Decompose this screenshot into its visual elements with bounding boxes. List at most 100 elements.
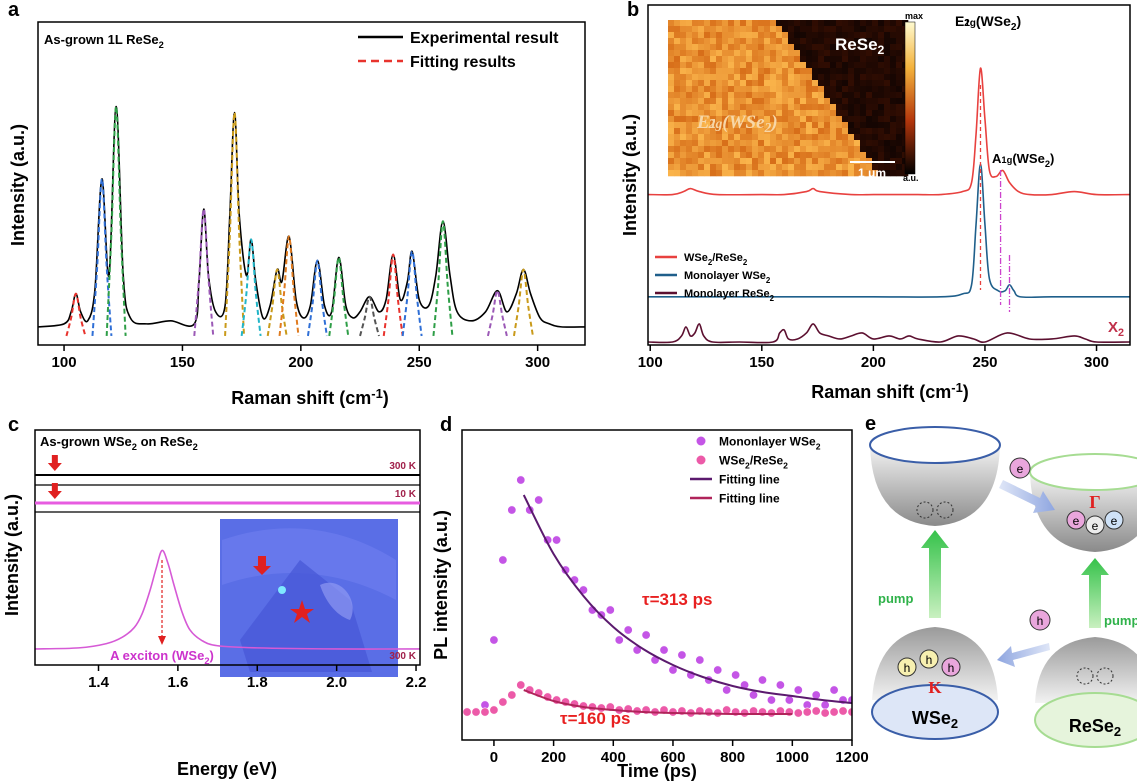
legend-label: Monolayer WSe2 (684, 270, 771, 285)
map-cell (758, 116, 765, 123)
map-cell (860, 170, 867, 177)
text-part: max (905, 11, 923, 21)
map-cell (758, 32, 765, 39)
map-cell (674, 104, 681, 111)
map-cell (890, 128, 897, 135)
map-cell (806, 26, 813, 33)
map-cell (794, 98, 801, 105)
map-cell (836, 152, 843, 159)
map-cell (854, 62, 861, 69)
map-cell (884, 104, 891, 111)
map-cell (758, 98, 765, 105)
map-cell (884, 38, 891, 45)
map-cell (674, 158, 681, 165)
map-cell (764, 80, 771, 87)
map-cell (830, 44, 837, 51)
map-cell (812, 20, 819, 27)
map-cell (842, 122, 849, 129)
hole-label: h (926, 653, 933, 667)
map-cell (752, 32, 759, 39)
map-cell (734, 104, 741, 111)
map-cell (824, 128, 831, 135)
map-cell (860, 68, 867, 75)
map-cell (800, 26, 807, 33)
map-cell (836, 50, 843, 57)
annotation: τ=160 ps (560, 709, 630, 728)
text-part: (WSe (976, 13, 1011, 29)
map-cell (806, 50, 813, 57)
map-cell (764, 152, 771, 159)
map-cell (860, 128, 867, 135)
map-cell (866, 86, 873, 93)
map-cell (776, 26, 783, 33)
map-cell (686, 50, 693, 57)
map-cell (866, 104, 873, 111)
map-cell (842, 98, 849, 105)
map-cell (782, 158, 789, 165)
map-cell (782, 122, 789, 129)
map-cell (704, 74, 711, 81)
trace-arrow (47, 455, 62, 471)
map-cell (890, 26, 897, 33)
data-point (829, 685, 839, 695)
map-cell (668, 146, 675, 153)
map-cell (824, 146, 831, 153)
map-cell (746, 164, 753, 171)
map-cell (722, 38, 729, 45)
map-cell (680, 38, 687, 45)
map-cell (776, 104, 783, 111)
data-point (462, 707, 472, 717)
map-cell (812, 56, 819, 63)
map-cell (752, 170, 759, 177)
map-cell (812, 104, 819, 111)
map-cell (770, 152, 777, 159)
map-cell (770, 104, 777, 111)
map-cell (806, 62, 813, 69)
map-cell (890, 20, 897, 27)
text-part: 6 (180, 674, 188, 691)
map-cell (764, 62, 771, 69)
map-cell (722, 158, 729, 165)
map-cell (824, 140, 831, 147)
map-cell (836, 110, 843, 117)
text-part: 250 (972, 354, 997, 371)
map-cell (776, 110, 783, 117)
map-cell (842, 110, 849, 117)
map-cell (776, 140, 783, 147)
map-cell (668, 104, 675, 111)
text-part: WSe (684, 252, 708, 264)
panel-letter: a (8, 0, 20, 21)
map-cell (812, 26, 819, 33)
x-tick-label: 1.8 (247, 674, 268, 691)
map-cell (836, 140, 843, 147)
map-cell (890, 98, 897, 105)
data-point (713, 665, 723, 675)
fit-component (91, 177, 113, 337)
map-cell (680, 26, 687, 33)
map-cell (794, 146, 801, 153)
map-cell (776, 158, 783, 165)
map-cell (686, 62, 693, 69)
map-cell (830, 98, 837, 105)
map-cell (794, 128, 801, 135)
map-cell (836, 86, 843, 93)
map-cell (680, 134, 687, 141)
map-cell (896, 128, 903, 135)
map-cell (866, 50, 873, 57)
map-cell (698, 146, 705, 153)
text-part: ) (1016, 13, 1021, 29)
map-cell (764, 104, 771, 111)
map-cell (692, 26, 699, 33)
map-cell (740, 56, 747, 63)
map-cell (806, 80, 813, 87)
map-cell (794, 140, 801, 147)
map-cell (698, 152, 705, 159)
map-cell (794, 26, 801, 33)
map-cell (800, 110, 807, 117)
map-cell (782, 146, 789, 153)
map-cell (848, 104, 855, 111)
map-cell (866, 146, 873, 153)
x-tick-label: 0 (490, 749, 498, 766)
map-cell (704, 164, 711, 171)
map-cell (692, 140, 699, 147)
